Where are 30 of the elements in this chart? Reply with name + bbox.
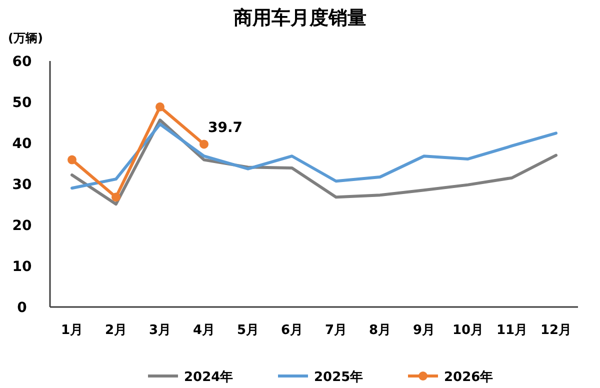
x-tick-label: 11月 [496,323,528,338]
y-tick-label: 20 [12,218,32,234]
y-tick-label: 10 [12,259,32,275]
legend-label: 2026年 [444,370,494,385]
data-label: 39.7 [208,120,243,136]
point [112,192,120,202]
x-tick-label: 2月 [104,323,128,338]
point [156,102,164,112]
x-tick-label: 3月 [148,323,172,338]
x-tick-label: 8月 [368,323,392,338]
y-tick-label: 30 [12,177,32,193]
x-tick-label: 5月 [236,323,260,338]
point [200,140,208,149]
y-tick-label: 40 [12,136,32,152]
y-axis-title: (万辆) [8,31,43,45]
y-tick-label: 60 [12,54,32,70]
y-tick-label: 50 [12,95,32,111]
x-tick-label: 7月 [324,323,348,338]
x-tick-label: 12月 [540,323,572,338]
legend-label: 2024年 [184,370,234,385]
line-series [70,122,558,190]
x-tick-label: 1月 [60,323,84,338]
chart-title: 商用车月度销量 [232,7,366,29]
y-tick-label: 0 [17,300,28,316]
legend-label: 2025年 [314,370,364,385]
point [68,155,76,164]
x-tick-label: 10月 [452,323,484,338]
x-tick-label: 4月 [192,323,216,338]
x-tick-label: 6月 [280,323,304,338]
x-tick-label: 9月 [412,323,436,338]
